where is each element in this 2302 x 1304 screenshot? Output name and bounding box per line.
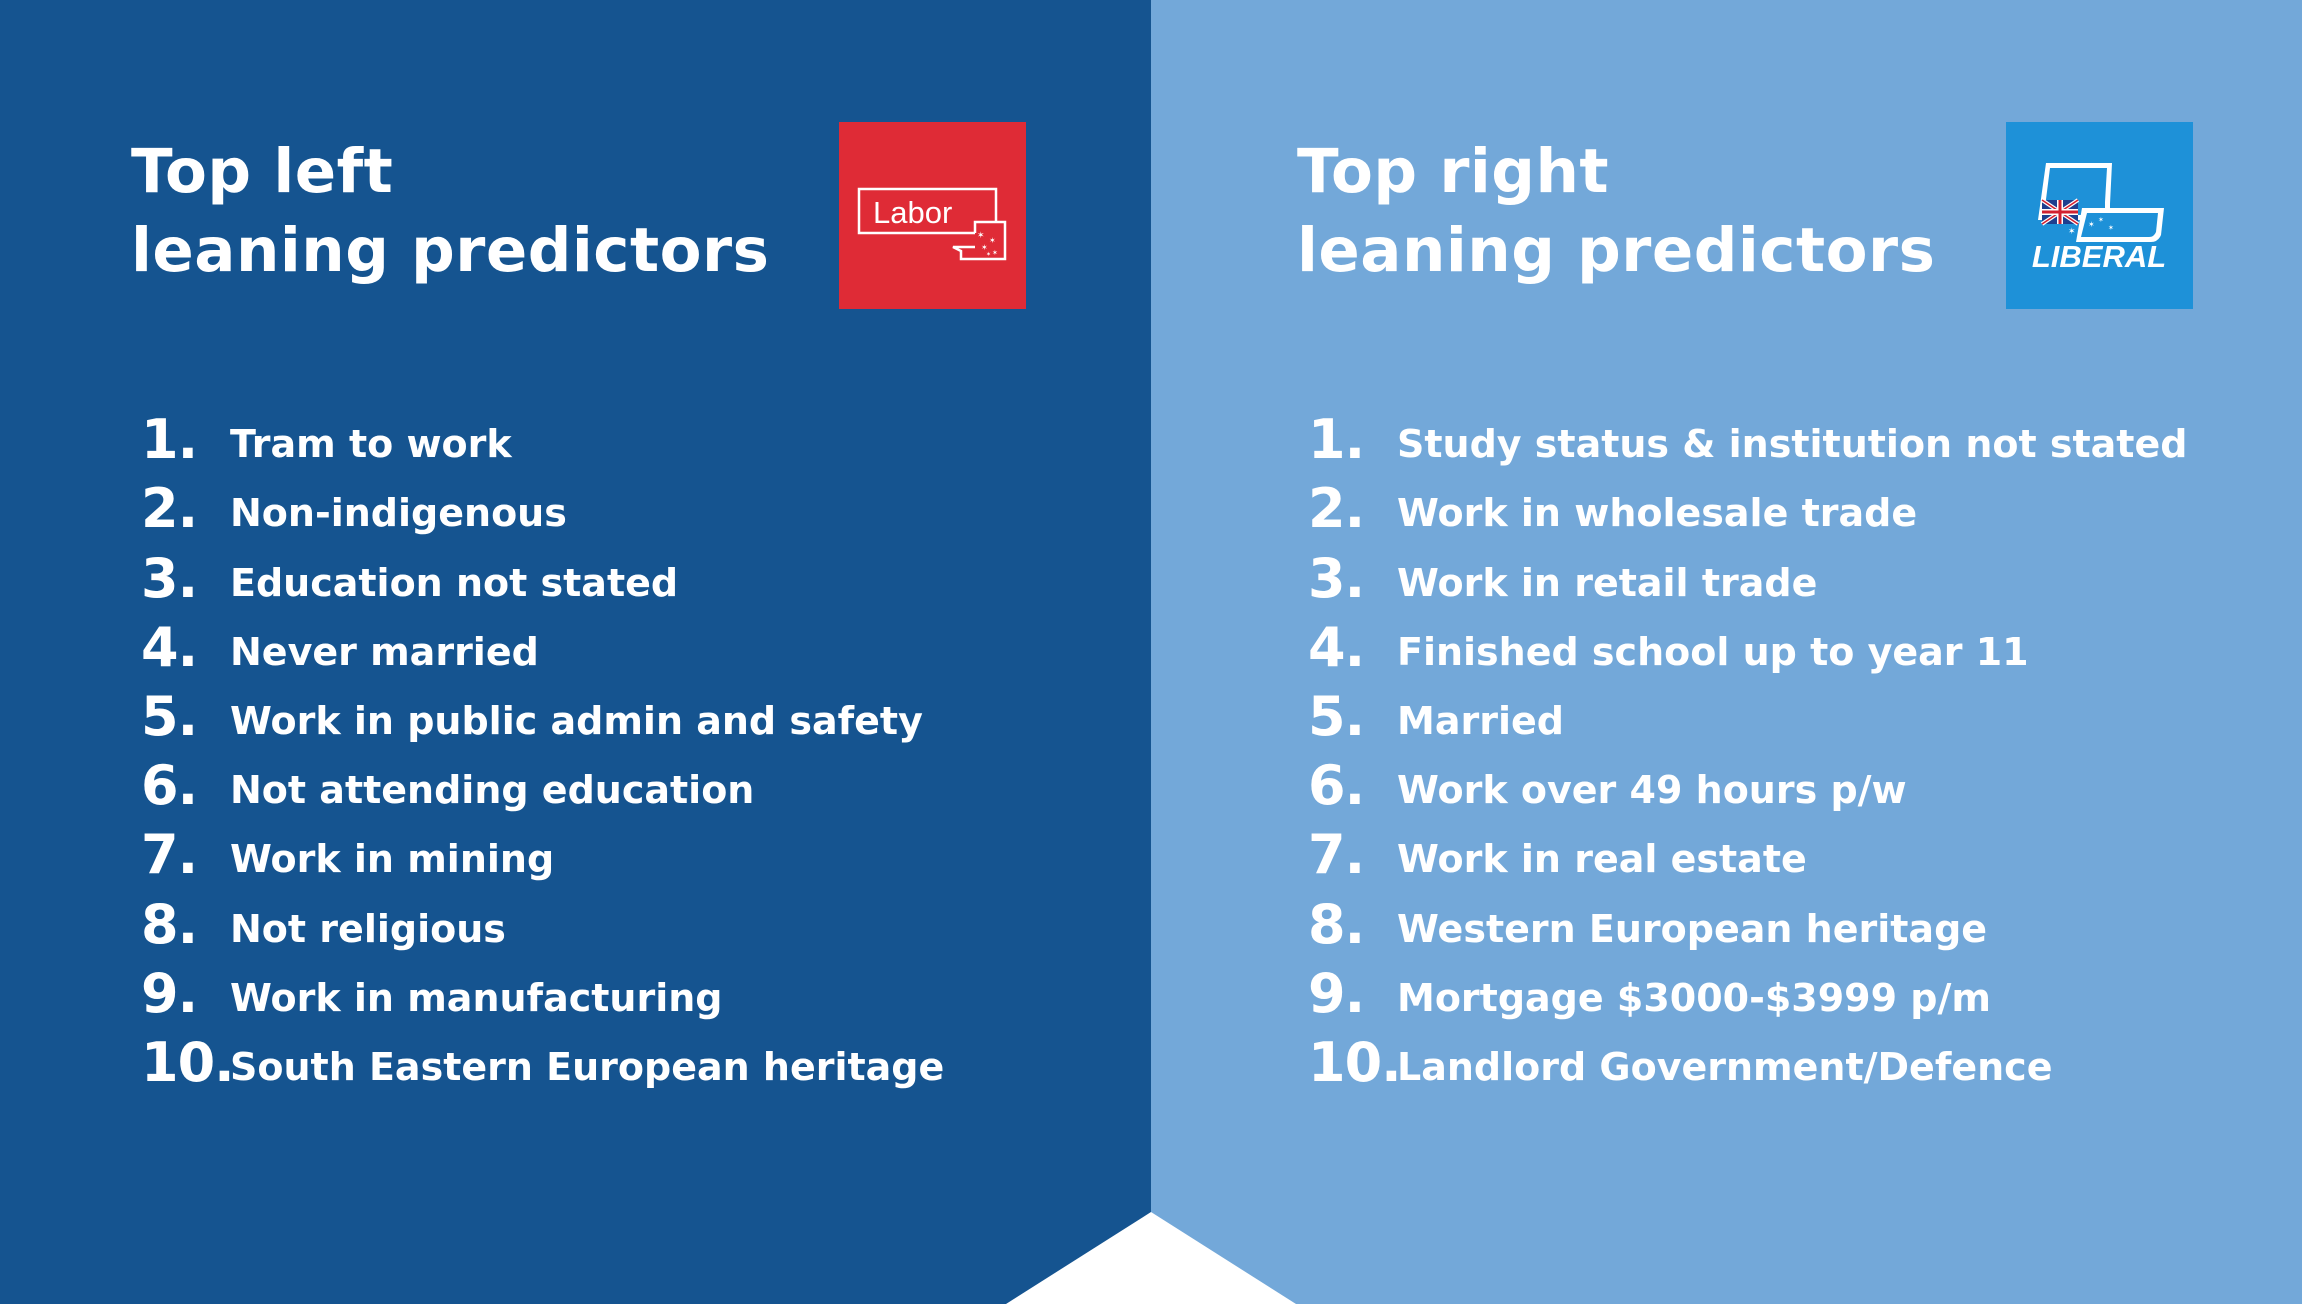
list-item: 10. South Eastern European heritage <box>141 1023 944 1092</box>
item-number: 9. <box>141 961 198 1025</box>
item-number: 1. <box>141 408 198 472</box>
liberal-logo-text: LIBERAL <box>2032 239 2166 274</box>
right-panel-title: Top right leaning predictors <box>1297 132 1935 290</box>
item-label: Not attending education <box>230 768 755 813</box>
right-predictor-list: 1. Study status & institution not stated … <box>1308 400 2187 1092</box>
item-label: Not religious <box>230 906 506 951</box>
list-item: 9. Work in manufacturing <box>141 954 944 1023</box>
item-number: 7. <box>141 823 198 887</box>
item-label: Mortgage $3000-$3999 p/m <box>1397 975 1991 1020</box>
item-label: Finished school up to year 11 <box>1397 629 2029 674</box>
item-number: 8. <box>1308 892 1365 956</box>
list-item: 5. Work in public admin and safety <box>141 677 944 746</box>
left-title-line1: Top left <box>131 136 394 207</box>
liberal-logo: ✶ ✶ ✶ ✶ LIBERAL <box>2006 122 2193 309</box>
labor-logo-text: Labor <box>873 195 952 230</box>
item-number: 6. <box>141 754 198 818</box>
item-number: 2. <box>1308 477 1365 541</box>
list-item: 1. Study status & institution not stated <box>1308 400 2187 469</box>
left-title-line2: leaning predictors <box>131 215 770 286</box>
list-item: 8. Not religious <box>141 884 944 953</box>
list-item: 7. Work in mining <box>141 815 944 884</box>
item-number: 2. <box>141 477 198 541</box>
item-number: 4. <box>141 615 198 679</box>
item-label: Tram to work <box>230 422 512 467</box>
item-number: 4. <box>1308 615 1365 679</box>
item-label: Non-indigenous <box>230 491 567 536</box>
item-label: Landlord Government/Defence <box>1397 1044 2053 1089</box>
item-label: Education not stated <box>230 560 679 605</box>
list-item: 5. Married <box>1308 677 2187 746</box>
list-item: 8. Western European heritage <box>1308 884 2187 953</box>
item-label: Work in manufacturing <box>230 975 723 1020</box>
list-item: 3. Education not stated <box>141 538 944 607</box>
item-number: 8. <box>141 892 198 956</box>
svg-text:✶: ✶ <box>986 251 991 258</box>
labor-logo: Labor ✶ ✶ ✶ ✶ ✶ <box>839 122 1026 309</box>
item-label: Work in wholesale trade <box>1397 491 1918 536</box>
item-number: 6. <box>1308 754 1365 818</box>
item-label: Work in public admin and safety <box>230 698 923 743</box>
list-item: 10. Landlord Government/Defence <box>1308 1023 2187 1092</box>
svg-text:✶: ✶ <box>2068 227 2076 237</box>
list-item: 9. Mortgage $3000-$3999 p/m <box>1308 954 2187 1023</box>
right-title-line1: Top right <box>1297 136 1610 207</box>
list-item: 4. Finished school up to year 11 <box>1308 608 2187 677</box>
item-number: 10. <box>1308 1030 1402 1094</box>
list-item: 6. Work over 49 hours p/w <box>1308 746 2187 815</box>
item-label: Work over 49 hours p/w <box>1397 768 1907 813</box>
list-item: 1. Tram to work <box>141 400 944 469</box>
list-item: 7. Work in real estate <box>1308 815 2187 884</box>
svg-text:✶: ✶ <box>2108 224 2114 232</box>
item-number: 7. <box>1308 823 1365 887</box>
item-number: 1. <box>1308 408 1365 472</box>
list-item: 2. Work in wholesale trade <box>1308 469 2187 538</box>
list-item: 4. Never married <box>141 608 944 677</box>
left-predictor-list: 1. Tram to work 2. Non-indigenous 3. Educat… <box>141 400 944 1092</box>
right-title-line2: leaning predictors <box>1297 215 1936 286</box>
item-label: Study status & institution not stated <box>1397 422 2188 467</box>
item-label: Never married <box>230 629 539 674</box>
svg-text:✶: ✶ <box>981 243 988 252</box>
item-number: 3. <box>141 546 198 610</box>
svg-text:✶: ✶ <box>977 231 985 241</box>
item-number: 10. <box>141 1030 235 1094</box>
list-item: 2. Non-indigenous <box>141 469 944 538</box>
item-number: 5. <box>141 684 198 748</box>
item-label: Married <box>1397 698 1564 743</box>
item-label: Western European heritage <box>1397 906 1988 951</box>
item-number: 9. <box>1308 961 1365 1025</box>
svg-text:✶: ✶ <box>2088 220 2095 229</box>
item-label: Work in retail trade <box>1397 560 1818 605</box>
item-number: 5. <box>1308 684 1365 748</box>
left-panel-title: Top left leaning predictors <box>131 132 769 290</box>
svg-text:✶: ✶ <box>989 236 996 245</box>
item-label: South Eastern European heritage <box>230 1044 945 1089</box>
item-number: 3. <box>1308 546 1365 610</box>
list-item: 3. Work in retail trade <box>1308 538 2187 607</box>
list-item: 6. Not attending education <box>141 746 944 815</box>
item-label: Work in real estate <box>1397 837 1807 882</box>
item-label: Work in mining <box>230 837 555 882</box>
svg-text:✶: ✶ <box>992 249 998 257</box>
svg-text:✶: ✶ <box>2098 216 2104 224</box>
